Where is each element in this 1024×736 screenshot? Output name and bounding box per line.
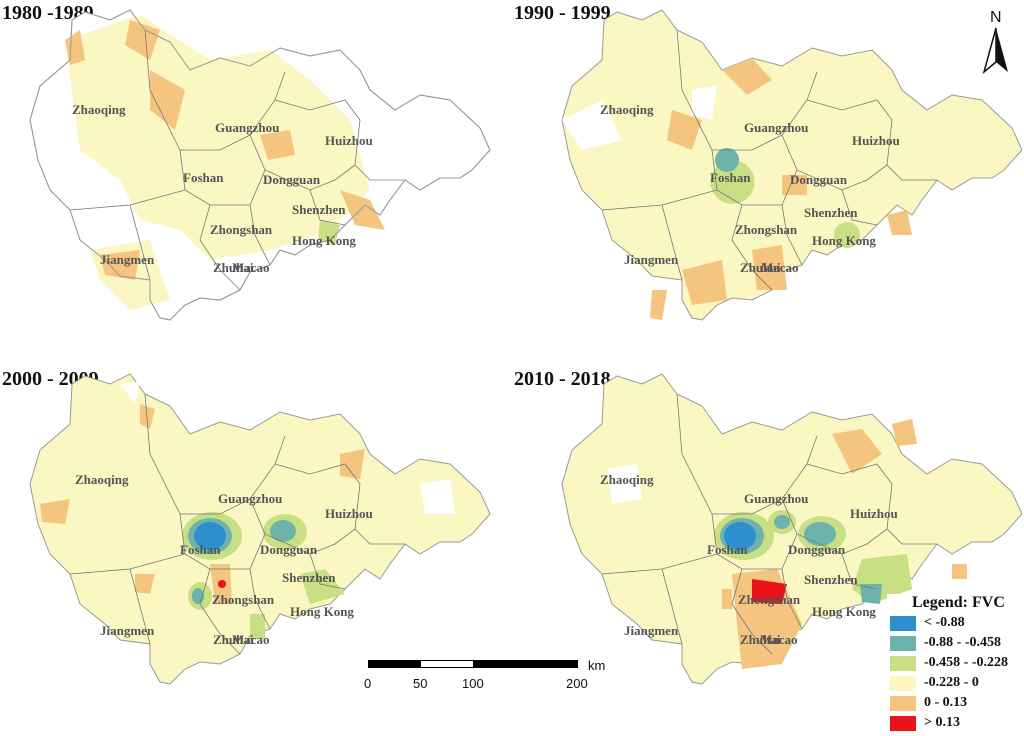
city-label-macao: Macao (232, 260, 270, 275)
city-label-dongguan: Dongguan (260, 542, 318, 557)
city-label-jiangmen: Jiangmen (624, 252, 679, 267)
map-panel-1990-1999: 1990 - 1999 Zhaoqing Guangzhou Huizhou F… (512, 0, 1022, 350)
city-label-zhaoqing: Zhaoqing (75, 472, 129, 487)
city-label-shenzhen: Shenzhen (804, 205, 858, 220)
city-label-hongkong: Hong Kong (812, 604, 876, 619)
scale-tick-50: 50 (413, 676, 427, 691)
city-label-jiangmen: Jiangmen (624, 623, 679, 638)
city-label-huizhou: Huizhou (850, 506, 898, 521)
city-label-macao: Macao (232, 632, 270, 647)
city-label-huizhou: Huizhou (325, 133, 373, 148)
legend-item: -0.228 - 0 (890, 675, 1024, 696)
city-label-guangzhou: Guangzhou (744, 491, 808, 506)
legend-swatch (890, 716, 916, 731)
map-canvas: Zhaoqing Guangzhou Huizhou Foshan Donggu… (29, 373, 491, 685)
city-label-foshan: Foshan (180, 542, 221, 557)
legend-item: 0 - 0.13 (890, 695, 1024, 716)
legend-label: -0.458 - -0.228 (924, 655, 1008, 670)
city-label-macao: Macao (760, 632, 798, 647)
city-label-foshan: Foshan (707, 542, 748, 557)
legend-label: -0.88 - -0.458 (924, 635, 1001, 650)
north-arrow-icon: N (976, 6, 1016, 78)
panel-title: 1990 - 1999 (514, 2, 611, 24)
legend-title: Legend: FVC (912, 594, 1005, 611)
legend-swatch (890, 656, 916, 671)
panel-title: 1980 -1989 (2, 2, 94, 24)
city-label-zhaoqing: Zhaoqing (600, 102, 654, 117)
city-label-guangzhou: Guangzhou (744, 120, 808, 135)
city-label-zhaoqing: Zhaoqing (72, 102, 126, 117)
legend: Legend: FVC < -0.88 -0.88 - -0.458 -0.45… (887, 594, 1024, 734)
city-label-huizhou: Huizhou (325, 506, 373, 521)
scale-tick-100: 100 (462, 676, 484, 691)
city-label-guangzhou: Guangzhou (218, 491, 282, 506)
legend-item: -0.88 - -0.458 (890, 635, 1024, 656)
legend-swatch (890, 676, 916, 691)
legend-item: > 0.13 (890, 715, 1024, 736)
map-panel-1980-1989: 1980 -1989 Zhaoqing Guangzhou Huizhou Fo… (0, 0, 510, 350)
city-label-shenzhen: Shenzhen (804, 572, 858, 587)
city-label-dongguan: Dongguan (263, 172, 321, 187)
legend-swatch (890, 696, 916, 711)
scale-tick-0: 0 (364, 676, 371, 691)
legend-item: < -0.88 (890, 615, 1024, 636)
city-label-macao: Macao (761, 260, 799, 275)
city-label-dongguan: Dongguan (788, 542, 846, 557)
city-label-zhuhai: Zhuhai (740, 260, 781, 275)
fvc-zones (607, 419, 967, 669)
legend-swatch (890, 616, 916, 631)
city-label-foshan: Foshan (710, 170, 751, 185)
fvc-zones (562, 58, 912, 320)
city-label-zhuhai: Zhuhai (213, 632, 254, 647)
map-panel-2000-2009: 2000 - 2009 Zhaoqing Guangzhou Huizhou F… (0, 366, 510, 716)
legend-label: -0.228 - 0 (924, 675, 979, 690)
city-label-huizhou: Huizhou (852, 133, 900, 148)
map-canvas: Zhaoqing Guangzhou Huizhou Foshan Donggu… (29, 9, 491, 321)
legend-label: > 0.13 (924, 715, 960, 730)
city-label-zhaoqing: Zhaoqing (600, 472, 654, 487)
legend-label: < -0.88 (924, 615, 965, 630)
city-label-shenzhen: Shenzhen (292, 202, 346, 217)
map-canvas: Zhaoqing Guangzhou Huizhou Foshan Donggu… (561, 373, 1022, 685)
legend-label: 0 - 0.13 (924, 695, 968, 710)
scale-bar: km 0 50 100 200 (360, 658, 620, 718)
city-label-shenzhen: Shenzhen (282, 570, 336, 585)
city-label-zhongshan: Zhongshan (738, 592, 801, 607)
city-label-dongguan: Dongguan (790, 172, 848, 187)
legend-swatch (890, 636, 916, 651)
city-label-jiangmen: Jiangmen (100, 252, 155, 267)
city-label-guangzhou: Guangzhou (215, 120, 279, 135)
north-label: N (990, 9, 1002, 26)
panel-title: 2010 - 2018 (514, 368, 611, 390)
city-label-zhongshan: Zhongshan (735, 222, 798, 237)
city-label-foshan: Foshan (183, 170, 224, 185)
city-label-hongkong: Hong Kong (290, 604, 354, 619)
city-label-hongkong: Hong Kong (812, 233, 876, 248)
fvc-zones (40, 382, 455, 639)
scale-unit: km (588, 658, 605, 673)
map-panel-2010-2018: 2010 - 2018 Zhaoqing Guangzhou Huizhou F… (512, 366, 1022, 716)
city-label-hongkong: Hong Kong (292, 233, 356, 248)
legend-item: -0.458 - -0.228 (890, 655, 1024, 676)
city-label-zhuhai: Zhuhai (740, 632, 781, 647)
map-canvas: Zhaoqing Guangzhou Huizhou Foshan Donggu… (561, 9, 1022, 321)
city-label-zhongshan: Zhongshan (212, 592, 275, 607)
scale-tick-200: 200 (566, 676, 588, 691)
city-label-zhuhai: Zhuhai (213, 260, 254, 275)
city-label-zhongshan: Zhongshan (210, 222, 273, 237)
city-label-jiangmen: Jiangmen (100, 623, 155, 638)
